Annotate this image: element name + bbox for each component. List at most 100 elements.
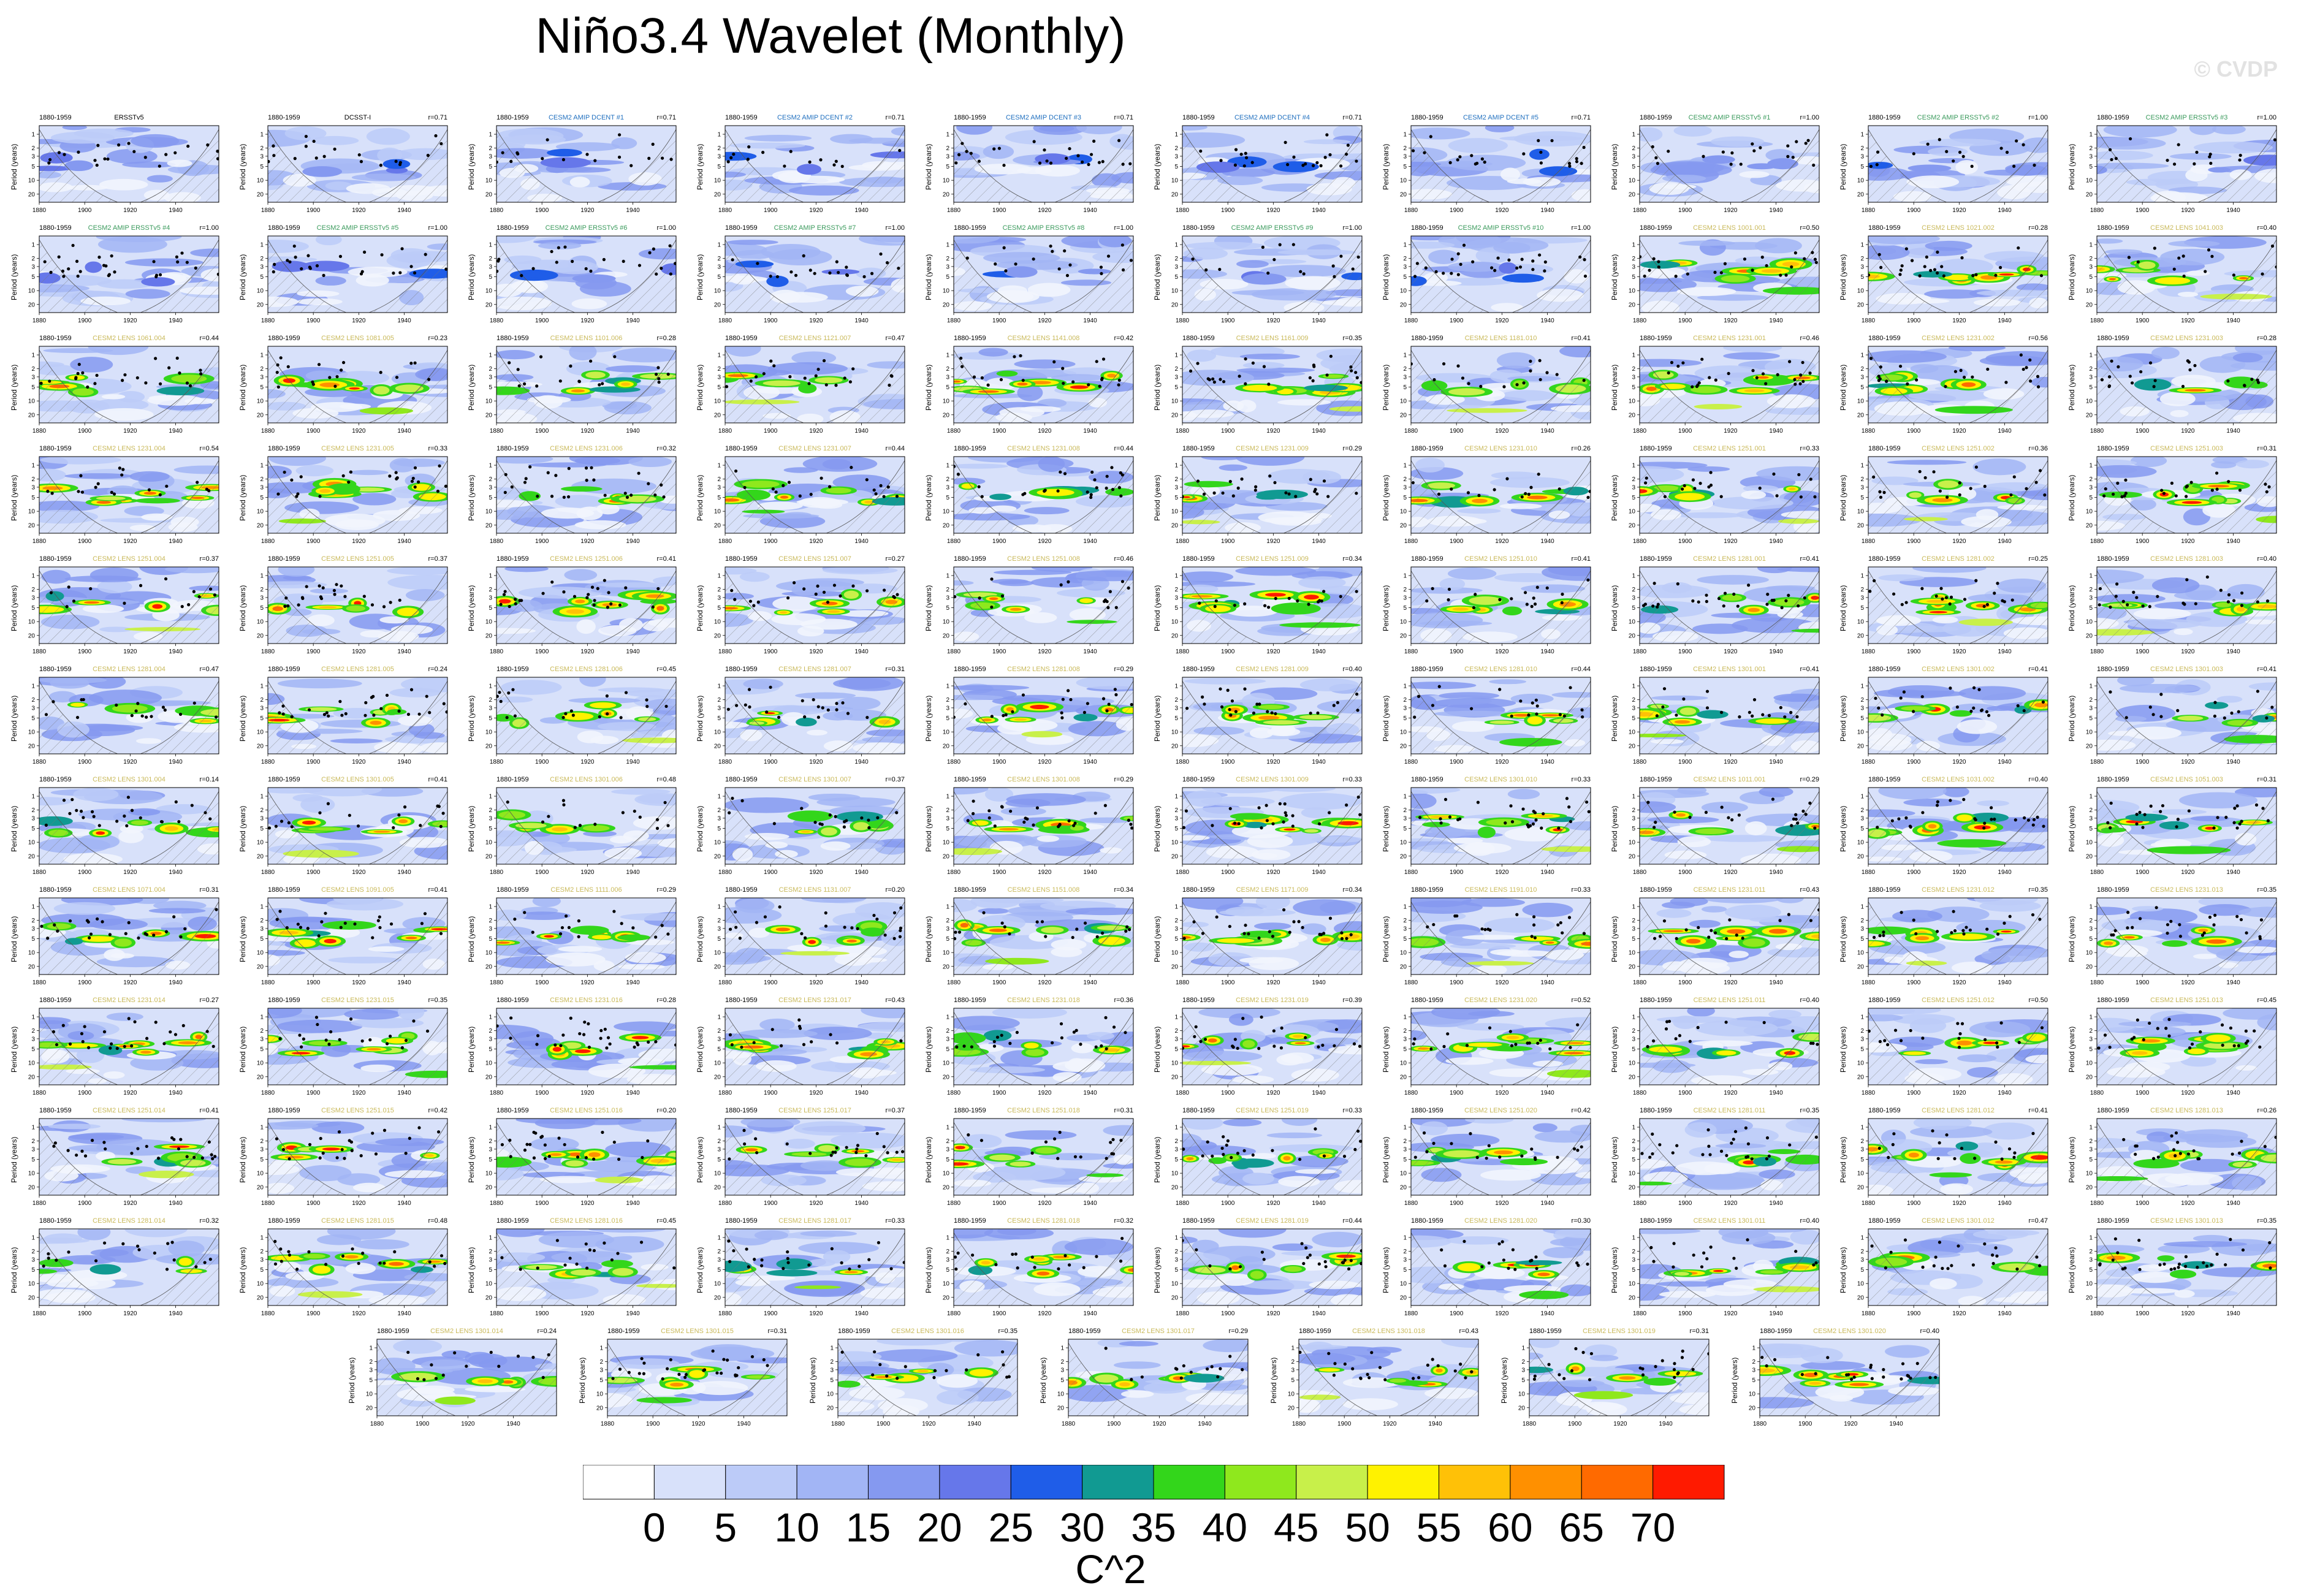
cone-of-influence xyxy=(268,350,447,423)
significance-dot xyxy=(1434,270,1438,274)
power-contour xyxy=(1209,164,1227,170)
panel-y-axis-label: Period (years) xyxy=(1839,254,1847,300)
significance-dot xyxy=(1938,138,1941,142)
power-contour xyxy=(538,241,582,249)
power-contour xyxy=(1776,161,1789,166)
significance-dot xyxy=(444,267,447,271)
significance-dot xyxy=(385,693,389,697)
power-contour xyxy=(325,181,353,191)
significance-dot xyxy=(1105,486,1108,490)
power-contour xyxy=(804,386,812,390)
significance-dot xyxy=(651,142,655,146)
significance-dot xyxy=(879,252,883,256)
significance-dot xyxy=(1315,492,1319,496)
significance-dot xyxy=(214,715,218,719)
x-tick-label: 1920 xyxy=(1724,317,1738,324)
y-tick-label: 1 xyxy=(1860,132,1864,139)
significance-dot xyxy=(965,150,968,153)
significance-dot xyxy=(1004,713,1008,716)
significance-dot xyxy=(438,464,441,468)
power-contour xyxy=(1051,374,1105,381)
cone-of-influence-line xyxy=(1182,460,1362,533)
y-tick-label: 1 xyxy=(1174,463,1178,469)
y-tick-label: 3 xyxy=(1632,153,1635,160)
significance-dot xyxy=(2043,493,2047,497)
significance-dot xyxy=(746,158,750,161)
panel-y-axis-label: Period (years) xyxy=(1610,143,1619,190)
y-tick-label: 20 xyxy=(1400,412,1407,419)
significance-dot xyxy=(566,495,571,499)
significance-dot xyxy=(546,471,550,474)
x-tick-label: 1900 xyxy=(764,538,778,545)
significance-dot xyxy=(2182,274,2186,278)
y-tick-label: 10 xyxy=(714,619,721,626)
y-tick-label: 3 xyxy=(260,484,264,491)
significance-dot xyxy=(306,254,310,257)
significance-dot xyxy=(1002,246,1006,249)
significance-dot xyxy=(406,712,411,716)
power-contour xyxy=(1723,346,1782,352)
significance-dot xyxy=(522,382,527,386)
x-tick-label: 1880 xyxy=(490,648,504,655)
significance-dot xyxy=(1681,361,1685,365)
power-contour xyxy=(1755,238,1802,254)
power-contour xyxy=(1183,247,1228,260)
significance-dot xyxy=(2021,367,2025,371)
significance-dot xyxy=(413,271,417,275)
power-contour xyxy=(319,606,337,609)
y-tick-label: 1 xyxy=(2089,352,2093,359)
significance-dot xyxy=(1958,150,1962,154)
y-tick-label: 2 xyxy=(1632,145,1635,152)
cone-of-influence-line xyxy=(954,129,1133,202)
significance-dot xyxy=(2227,480,2231,484)
power-contour xyxy=(2199,356,2246,373)
significance-dot xyxy=(2112,492,2115,496)
cone-of-influence xyxy=(1640,350,1819,423)
significance-dot xyxy=(1106,606,1110,609)
significance-dot xyxy=(194,266,197,270)
power-contour xyxy=(88,690,162,706)
significance-dot xyxy=(1537,473,1540,476)
power-contour xyxy=(312,708,330,710)
significance-dot xyxy=(1233,163,1238,167)
significance-dot xyxy=(601,382,604,386)
y-tick-label: 5 xyxy=(1860,495,1864,501)
significance-dot xyxy=(1999,265,2002,270)
y-tick-label: 10 xyxy=(943,509,950,515)
significance-dot xyxy=(1806,139,1810,142)
significance-dot xyxy=(802,254,805,257)
significance-dot xyxy=(2109,148,2112,151)
significance-dot xyxy=(1490,266,1494,270)
panel-period-label: 1880-1959 xyxy=(1868,114,1901,121)
significance-dot xyxy=(1923,265,1926,268)
power-contour xyxy=(1298,576,1346,589)
significance-dot xyxy=(1349,365,1353,369)
x-tick-label: 1940 xyxy=(626,538,640,545)
significance-dot xyxy=(2210,488,2214,492)
power-contour xyxy=(831,488,846,493)
x-tick-label: 1940 xyxy=(1083,428,1097,435)
panel-correlation: r=1.00 xyxy=(1342,224,1363,232)
significance-dot xyxy=(2240,591,2244,595)
significance-dot xyxy=(801,699,804,702)
cone-of-influence xyxy=(1640,129,1819,202)
panel-title: CESM2 AMIP ERSSTv5 #4 xyxy=(88,224,170,232)
significance-dot xyxy=(276,492,280,496)
significance-dot xyxy=(1693,487,1697,490)
x-tick-label: 1900 xyxy=(1678,648,1692,655)
significance-dot xyxy=(1700,357,1704,361)
significance-dot xyxy=(2009,493,2013,497)
significance-dot xyxy=(2209,161,2213,165)
power-contour xyxy=(725,346,761,357)
significance-dot xyxy=(2256,381,2261,384)
plot-frame xyxy=(267,346,448,424)
x-tick-label: 1900 xyxy=(78,759,92,766)
significance-dot xyxy=(1952,159,1955,163)
significance-dot xyxy=(1811,251,1814,254)
plot-frame xyxy=(1639,235,1820,313)
cone-of-influence xyxy=(725,460,905,533)
y-tick-label: 3 xyxy=(31,484,35,491)
x-tick-label: 1940 xyxy=(1998,207,2012,214)
